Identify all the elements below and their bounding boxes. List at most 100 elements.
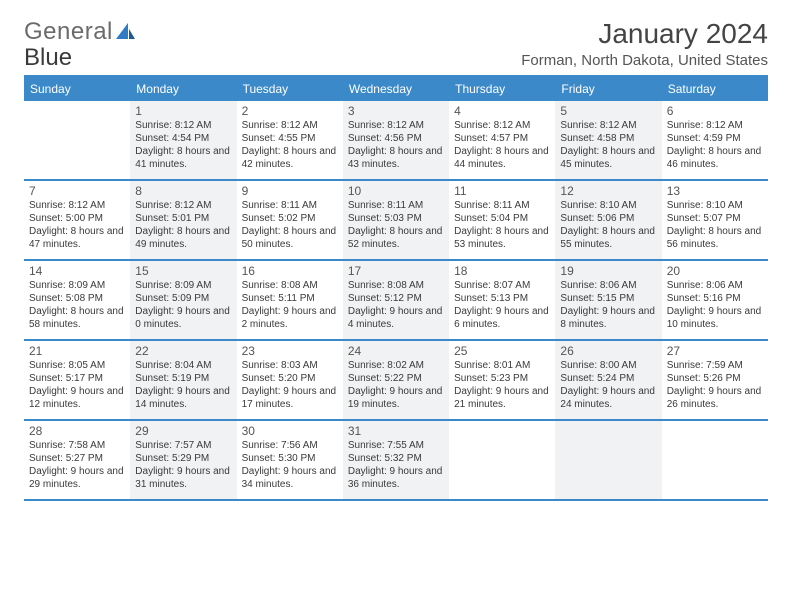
sunrise-text: Sunrise: 8:06 AM — [560, 280, 656, 293]
calendar: SundayMondayTuesdayWednesdayThursdayFrid… — [24, 75, 768, 501]
day-header-cell: Saturday — [662, 77, 768, 101]
day-cell — [449, 421, 555, 499]
logo-text-2-wrap: Blue — [24, 44, 72, 72]
sunset-text: Sunset: 5:30 PM — [242, 453, 338, 466]
day-cell — [662, 421, 768, 499]
day-cell: 23Sunrise: 8:03 AMSunset: 5:20 PMDayligh… — [237, 341, 343, 419]
day-number: 16 — [242, 264, 338, 279]
sunset-text: Sunset: 5:12 PM — [348, 293, 444, 306]
day-number: 27 — [667, 344, 763, 359]
day-cell: 18Sunrise: 8:07 AMSunset: 5:13 PMDayligh… — [449, 261, 555, 339]
sunrise-text: Sunrise: 8:09 AM — [29, 280, 125, 293]
day-number: 14 — [29, 264, 125, 279]
day-header-cell: Friday — [555, 77, 661, 101]
sunrise-text: Sunrise: 8:00 AM — [560, 360, 656, 373]
title-block: January 2024 Forman, North Dakota, Unite… — [521, 18, 768, 69]
sunset-text: Sunset: 5:26 PM — [667, 373, 763, 386]
day-number: 7 — [29, 184, 125, 199]
sunset-text: Sunset: 5:03 PM — [348, 213, 444, 226]
daylight-text: Daylight: 9 hours and 24 minutes. — [560, 386, 656, 412]
sunset-text: Sunset: 5:17 PM — [29, 373, 125, 386]
day-number: 23 — [242, 344, 338, 359]
sunset-text: Sunset: 5:24 PM — [560, 373, 656, 386]
day-cell: 16Sunrise: 8:08 AMSunset: 5:11 PMDayligh… — [237, 261, 343, 339]
sunrise-text: Sunrise: 8:12 AM — [242, 120, 338, 133]
sunrise-text: Sunrise: 8:10 AM — [560, 200, 656, 213]
sunset-text: Sunset: 5:32 PM — [348, 453, 444, 466]
sunset-text: Sunset: 5:09 PM — [135, 293, 231, 306]
sunrise-text: Sunrise: 8:11 AM — [348, 200, 444, 213]
day-cell: 2Sunrise: 8:12 AMSunset: 4:55 PMDaylight… — [237, 101, 343, 179]
sunrise-text: Sunrise: 8:07 AM — [454, 280, 550, 293]
day-number: 12 — [560, 184, 656, 199]
day-cell: 26Sunrise: 8:00 AMSunset: 5:24 PMDayligh… — [555, 341, 661, 419]
sunset-text: Sunset: 5:20 PM — [242, 373, 338, 386]
day-cell — [555, 421, 661, 499]
sunrise-text: Sunrise: 8:12 AM — [135, 200, 231, 213]
day-number: 13 — [667, 184, 763, 199]
daylight-text: Daylight: 8 hours and 53 minutes. — [454, 226, 550, 252]
daylight-text: Daylight: 9 hours and 26 minutes. — [667, 386, 763, 412]
sunset-text: Sunset: 5:15 PM — [560, 293, 656, 306]
day-cell: 3Sunrise: 8:12 AMSunset: 4:56 PMDaylight… — [343, 101, 449, 179]
day-cell: 25Sunrise: 8:01 AMSunset: 5:23 PMDayligh… — [449, 341, 555, 419]
day-number: 25 — [454, 344, 550, 359]
sunset-text: Sunset: 4:58 PM — [560, 133, 656, 146]
daylight-text: Daylight: 9 hours and 34 minutes. — [242, 466, 338, 492]
day-cell: 29Sunrise: 7:57 AMSunset: 5:29 PMDayligh… — [130, 421, 236, 499]
day-number: 4 — [454, 104, 550, 119]
day-number: 9 — [242, 184, 338, 199]
day-cell: 24Sunrise: 8:02 AMSunset: 5:22 PMDayligh… — [343, 341, 449, 419]
sunset-text: Sunset: 5:00 PM — [29, 213, 125, 226]
day-cell: 27Sunrise: 7:59 AMSunset: 5:26 PMDayligh… — [662, 341, 768, 419]
daylight-text: Daylight: 9 hours and 14 minutes. — [135, 386, 231, 412]
daylight-text: Daylight: 8 hours and 56 minutes. — [667, 226, 763, 252]
daylight-text: Daylight: 8 hours and 58 minutes. — [29, 306, 125, 332]
daylight-text: Daylight: 8 hours and 50 minutes. — [242, 226, 338, 252]
sunrise-text: Sunrise: 7:58 AM — [29, 440, 125, 453]
sunrise-text: Sunrise: 8:03 AM — [242, 360, 338, 373]
daylight-text: Daylight: 8 hours and 43 minutes. — [348, 146, 444, 172]
location-subtitle: Forman, North Dakota, United States — [521, 52, 768, 69]
day-cell: 19Sunrise: 8:06 AMSunset: 5:15 PMDayligh… — [555, 261, 661, 339]
day-cell: 9Sunrise: 8:11 AMSunset: 5:02 PMDaylight… — [237, 181, 343, 259]
daylight-text: Daylight: 8 hours and 49 minutes. — [135, 226, 231, 252]
sunrise-text: Sunrise: 8:11 AM — [242, 200, 338, 213]
sunrise-text: Sunrise: 7:57 AM — [135, 440, 231, 453]
week-row: 7Sunrise: 8:12 AMSunset: 5:00 PMDaylight… — [24, 181, 768, 261]
day-header-row: SundayMondayTuesdayWednesdayThursdayFrid… — [24, 77, 768, 101]
day-number: 11 — [454, 184, 550, 199]
sunset-text: Sunset: 4:57 PM — [454, 133, 550, 146]
logo-sail-icon — [115, 21, 137, 41]
day-number: 3 — [348, 104, 444, 119]
sunset-text: Sunset: 5:01 PM — [135, 213, 231, 226]
daylight-text: Daylight: 9 hours and 4 minutes. — [348, 306, 444, 332]
day-header-cell: Thursday — [449, 77, 555, 101]
day-number: 2 — [242, 104, 338, 119]
day-number: 10 — [348, 184, 444, 199]
day-number: 29 — [135, 424, 231, 439]
daylight-text: Daylight: 9 hours and 12 minutes. — [29, 386, 125, 412]
day-number: 18 — [454, 264, 550, 279]
daylight-text: Daylight: 9 hours and 6 minutes. — [454, 306, 550, 332]
day-cell: 10Sunrise: 8:11 AMSunset: 5:03 PMDayligh… — [343, 181, 449, 259]
day-number: 30 — [242, 424, 338, 439]
sunset-text: Sunset: 5:19 PM — [135, 373, 231, 386]
day-number: 15 — [135, 264, 231, 279]
daylight-text: Daylight: 8 hours and 46 minutes. — [667, 146, 763, 172]
day-cell: 5Sunrise: 8:12 AMSunset: 4:58 PMDaylight… — [555, 101, 661, 179]
day-number: 6 — [667, 104, 763, 119]
sunrise-text: Sunrise: 8:12 AM — [135, 120, 231, 133]
sunset-text: Sunset: 5:23 PM — [454, 373, 550, 386]
day-header-cell: Monday — [130, 77, 236, 101]
sunrise-text: Sunrise: 8:04 AM — [135, 360, 231, 373]
daylight-text: Daylight: 8 hours and 47 minutes. — [29, 226, 125, 252]
sunrise-text: Sunrise: 8:12 AM — [348, 120, 444, 133]
logo-text-1: General — [24, 18, 113, 46]
daylight-text: Daylight: 8 hours and 52 minutes. — [348, 226, 444, 252]
daylight-text: Daylight: 9 hours and 31 minutes. — [135, 466, 231, 492]
day-number: 1 — [135, 104, 231, 119]
sunset-text: Sunset: 5:27 PM — [29, 453, 125, 466]
day-cell: 20Sunrise: 8:06 AMSunset: 5:16 PMDayligh… — [662, 261, 768, 339]
day-cell: 30Sunrise: 7:56 AMSunset: 5:30 PMDayligh… — [237, 421, 343, 499]
